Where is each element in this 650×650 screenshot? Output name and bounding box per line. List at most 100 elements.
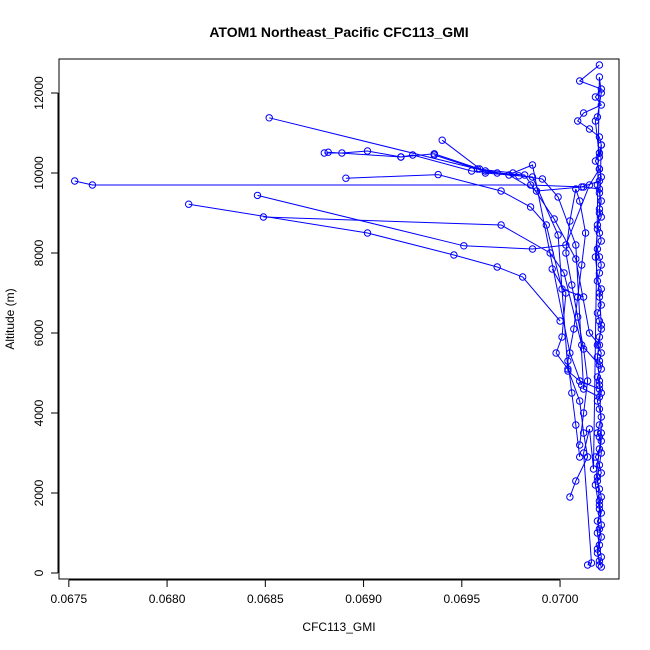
data-point (532, 187, 541, 195)
data-point (497, 221, 505, 229)
data-point (562, 249, 570, 257)
data-point (566, 349, 574, 357)
data-point (597, 101, 605, 109)
data-point (493, 169, 501, 177)
data-point (320, 149, 328, 157)
data-point (509, 169, 517, 177)
data-point (593, 113, 602, 121)
data-point (595, 229, 604, 237)
data-point (593, 473, 602, 481)
data-point (558, 333, 566, 341)
data-point (593, 225, 602, 233)
data-point (593, 353, 602, 361)
x-tick-label: 0.0695 (443, 592, 480, 606)
data-point (363, 229, 372, 237)
data-point (548, 265, 556, 273)
series-line (434, 154, 583, 386)
y-tick-label: 2000 (32, 479, 46, 506)
data-point (597, 261, 605, 269)
data-point (597, 237, 605, 245)
data-point (554, 231, 562, 239)
data-point (597, 197, 605, 205)
data-point (595, 153, 604, 161)
data-point (595, 561, 604, 569)
x-tick-label: 0.0700 (542, 592, 579, 606)
data-point (363, 147, 372, 155)
data-point (595, 385, 604, 393)
series-line (188, 203, 561, 322)
data-series (548, 265, 592, 501)
data-series (259, 213, 604, 369)
y-tick-label: 10000 (32, 156, 46, 190)
data-point (554, 193, 562, 201)
data-point (593, 545, 602, 553)
data-point (493, 263, 501, 271)
data-series (185, 200, 564, 325)
data-point (595, 377, 604, 385)
data-point (566, 493, 574, 501)
data-point (576, 77, 584, 85)
data-point (572, 255, 580, 263)
data-point (434, 170, 442, 179)
series-line (345, 174, 584, 298)
data-series (574, 61, 605, 571)
data-point (570, 325, 578, 333)
data-point (595, 497, 604, 505)
data-point (591, 117, 600, 125)
data-point (397, 153, 405, 161)
series-line (583, 76, 602, 566)
data-point (593, 373, 602, 381)
data-point (572, 421, 580, 429)
data-point (526, 181, 535, 189)
data-point (595, 361, 604, 369)
data-point (528, 245, 537, 253)
data-point (579, 429, 588, 437)
chart-title: ATOM1 Northeast_Pacific CFC113_GMI (209, 24, 468, 40)
data-point (595, 405, 604, 413)
data-point (253, 191, 262, 200)
data-point (597, 553, 605, 561)
series-line (441, 139, 600, 390)
data-point (528, 173, 537, 181)
y-axis: 0 2000 4000 6000 8000 10000 12000 (32, 76, 59, 576)
y-tick-label: 8000 (32, 239, 46, 266)
data-point (595, 433, 604, 441)
data-point (88, 181, 97, 189)
data-point (259, 213, 268, 221)
data-series (579, 73, 605, 569)
data-point (568, 389, 576, 397)
data-point (591, 481, 600, 489)
y-tick-label: 0 (32, 569, 46, 576)
data-point (595, 165, 604, 173)
data-point (589, 465, 598, 473)
data-point (585, 125, 594, 133)
data-point (597, 141, 605, 149)
data-point (595, 177, 604, 185)
data-point (597, 321, 605, 329)
x-tick-label: 0.0675 (50, 592, 87, 606)
data-series (430, 151, 586, 389)
data-point (581, 229, 590, 237)
data-point (552, 349, 560, 357)
data-point (595, 289, 604, 297)
data-point (515, 172, 523, 180)
data-point (185, 200, 193, 208)
data-point (574, 293, 582, 301)
data-point (574, 117, 582, 125)
data-point (578, 183, 586, 191)
data-point (597, 213, 605, 221)
series-line (551, 268, 589, 498)
data-point (597, 493, 605, 501)
data-point (542, 221, 550, 229)
data-point (342, 174, 350, 182)
data-point (579, 293, 588, 301)
data-point (576, 441, 584, 449)
data-point (585, 329, 594, 337)
x-tick-label: 0.0685 (247, 592, 284, 606)
data-point (576, 453, 584, 461)
data-point (324, 148, 332, 156)
data-point (579, 109, 588, 117)
data-point (526, 203, 535, 211)
data-point (578, 381, 586, 389)
